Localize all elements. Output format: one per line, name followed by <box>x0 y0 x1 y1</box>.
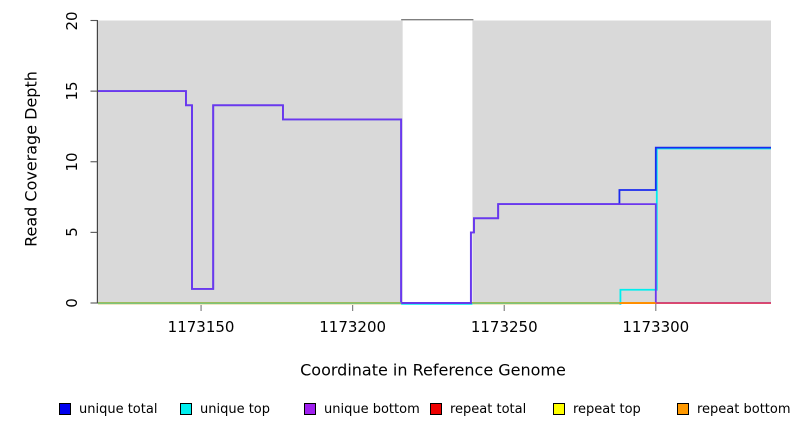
legend-label: unique bottom <box>324 401 420 417</box>
y-tick-label: 0 <box>63 298 81 308</box>
legend-item-unique-top: unique top <box>180 401 270 417</box>
legend-label: unique total <box>79 401 158 417</box>
y-axis-title: Read Coverage Depth <box>21 71 41 247</box>
y-tick-label: 10 <box>63 152 81 172</box>
x-tick-label: 1173300 <box>622 318 690 336</box>
legend-swatch <box>180 403 192 415</box>
legend-item-repeat-bottom: repeat bottom <box>677 401 791 417</box>
legend-swatch <box>677 403 689 415</box>
series-line-unique-bottom <box>98 90 771 304</box>
legend: unique total unique top unique bottom repea… <box>0 401 792 421</box>
legend-label: repeat total <box>450 401 527 417</box>
x-tick-label: 1173250 <box>470 318 538 336</box>
legend-item-repeat-total: repeat total <box>430 401 526 417</box>
y-tick-label: 15 <box>63 81 81 101</box>
legend-item-unique-bottom: unique bottom <box>304 401 420 417</box>
legend-swatch <box>553 403 565 415</box>
legend-swatch <box>59 403 71 415</box>
x-tick-label: 1173200 <box>319 318 387 336</box>
legend-item-repeat-top: repeat top <box>553 401 641 417</box>
legend-label: repeat bottom <box>697 401 791 417</box>
x-axis-title: Coordinate in Reference Genome <box>300 360 566 380</box>
legend-swatch <box>430 403 442 415</box>
y-tick-label: 20 <box>63 10 81 31</box>
y-tick-label: 5 <box>63 227 81 238</box>
legend-label: repeat top <box>573 401 641 417</box>
legend-swatch <box>304 403 316 415</box>
x-tick-label: 1173150 <box>167 318 235 336</box>
legend-label: unique top <box>200 401 271 417</box>
coverage-gap-band <box>402 19 473 303</box>
legend-item-unique-total: unique total <box>59 401 157 417</box>
